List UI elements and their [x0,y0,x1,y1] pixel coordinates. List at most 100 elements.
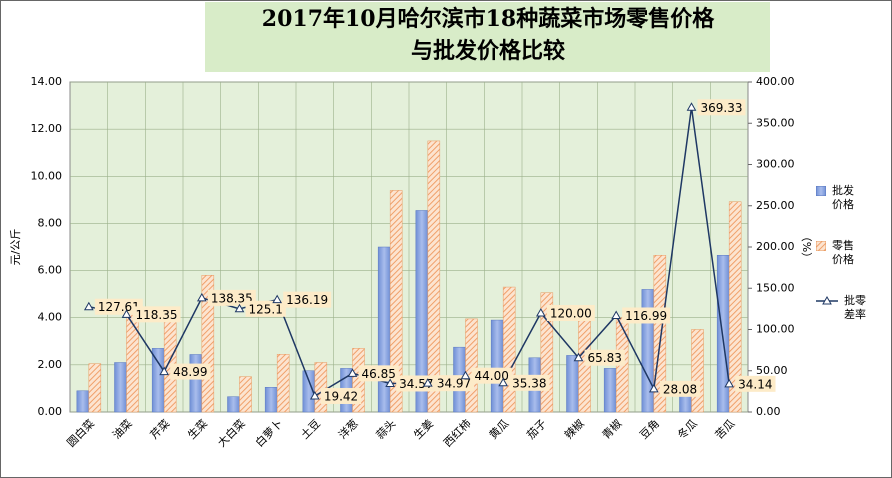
marker [460,370,471,380]
bar [679,394,692,413]
data-label: 19.42 [324,389,358,403]
data-label-group: 35.38 [509,374,550,391]
data-label-group: 48.99 [170,363,211,380]
marker [309,390,320,400]
bar [227,396,240,413]
data-label: 48.99 [173,365,207,379]
data-label-group: 116.99 [622,307,671,324]
data-label: 34.97 [437,377,471,391]
data-label-bg [283,291,332,308]
marker [83,301,94,311]
bar [264,387,278,413]
y2-tick-label: 150.00 [756,281,795,294]
y-tick-label: 14.00 [31,75,63,88]
marker [385,378,396,387]
y-tick-label: 4.00 [38,311,63,324]
marker [159,366,170,376]
legend-label: 批发价格 [832,184,854,211]
data-label-group: 65.83 [584,349,625,366]
y2-tick-label: 100.00 [756,323,795,336]
marker [121,309,132,318]
y-tick-label: 2.00 [38,358,63,371]
marker [347,368,358,377]
marker [234,303,245,313]
data-label: 118.35 [136,308,178,322]
marker [196,292,207,302]
data-label-group: 34.57 [396,375,437,392]
data-label-bg [132,306,181,323]
data-label-group: 120.00 [546,305,595,321]
legend-swatch [816,241,826,251]
bar [114,362,127,413]
data-label-bg [396,375,437,392]
legend-swatch [816,296,838,305]
bar [276,354,290,413]
marker [535,307,546,317]
data-label-bg [358,365,399,382]
y2-tick-label: 400.00 [756,75,795,88]
y2-tick-label: 350.00 [756,116,795,129]
y-tick-label: 10.00 [31,169,63,182]
bar [88,363,102,413]
y-tick-label: 8.00 [38,216,63,229]
y2-axis-title: （%） [800,231,813,263]
data-label-bg [735,375,776,392]
data-label-bg [207,289,256,306]
data-label-bg [622,307,671,324]
data-label-bg [170,363,211,380]
data-label-bg [509,374,550,391]
legend-label: 批零差率 [844,294,866,321]
data-label-group: 138.35 [207,289,256,306]
data-label: 369.33 [701,101,743,115]
marker [573,352,584,362]
y-tick-label: 0.00 [38,405,63,418]
data-label: 125.1 [249,302,283,316]
bar [239,376,252,413]
bar [716,255,730,413]
data-label-bg [471,367,512,384]
bar [490,319,504,413]
legend-swatch [816,186,826,196]
marker [422,378,433,387]
data-label-group: 44.00 [471,367,512,384]
bar [189,354,203,413]
data-label: 136.19 [286,293,328,307]
bar [653,255,667,413]
data-label-group: 118.35 [132,306,181,323]
chart-title: 与批发价格比较 [411,38,565,64]
legend-item: 批零差率 [816,294,886,322]
data-label-bg [546,305,595,321]
marker [498,377,509,387]
y2-tick-label: 50.00 [756,364,788,377]
bar [389,190,403,413]
title-box [205,2,770,72]
y2-tick-label: 200.00 [756,240,795,253]
data-label: 120.00 [550,307,592,321]
marker [724,378,735,388]
data-label-bg [697,99,746,116]
data-label: 34.57 [399,377,433,391]
data-label: 46.85 [362,367,396,381]
data-label-group: 46.85 [358,365,399,382]
bar [76,390,90,413]
data-label-bg [94,298,143,315]
y2-tick-label: 250.00 [756,199,795,212]
bar [728,201,742,413]
bar [566,355,579,413]
data-label-group: 34.14 [735,375,776,392]
data-label: 127.61 [98,300,140,314]
bar [691,329,704,413]
data-label: 35.38 [512,376,546,390]
data-label-group: 19.42 [320,387,362,404]
data-label-group: 136.19 [283,291,332,308]
data-label-group: 369.33 [697,99,746,116]
data-label-group: 28.08 [659,380,701,397]
y2-tick-label: 0.00 [756,405,781,418]
bar [427,140,441,413]
marker [611,310,622,319]
data-label: 65.83 [588,351,622,365]
data-label: 116.99 [625,309,667,323]
data-label-group: 127.61 [94,298,143,315]
